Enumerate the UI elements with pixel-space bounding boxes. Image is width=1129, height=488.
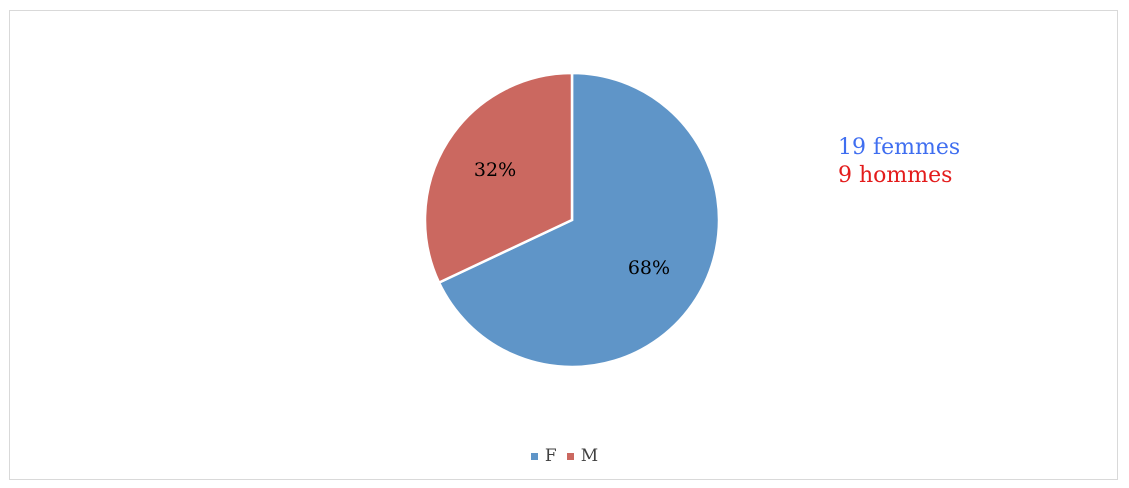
- legend-swatch-f: [530, 452, 538, 460]
- pie-slice-f: [437, 71, 721, 369]
- men-count-annotation: 9 hommes: [838, 163, 953, 188]
- women-count-annotation: 19 femmes: [838, 135, 961, 160]
- data-label-m: 32%: [474, 159, 516, 181]
- legend-item-f: F: [530, 446, 557, 466]
- legend-item-m: M: [566, 446, 599, 466]
- legend-swatch-m: [566, 452, 574, 460]
- data-label-f: 68%: [628, 257, 670, 279]
- legend-label-f: F: [544, 446, 557, 466]
- chart-legend: F M: [0, 446, 1129, 466]
- pie-slice-m: [423, 71, 574, 285]
- legend-label-m: M: [580, 446, 599, 466]
